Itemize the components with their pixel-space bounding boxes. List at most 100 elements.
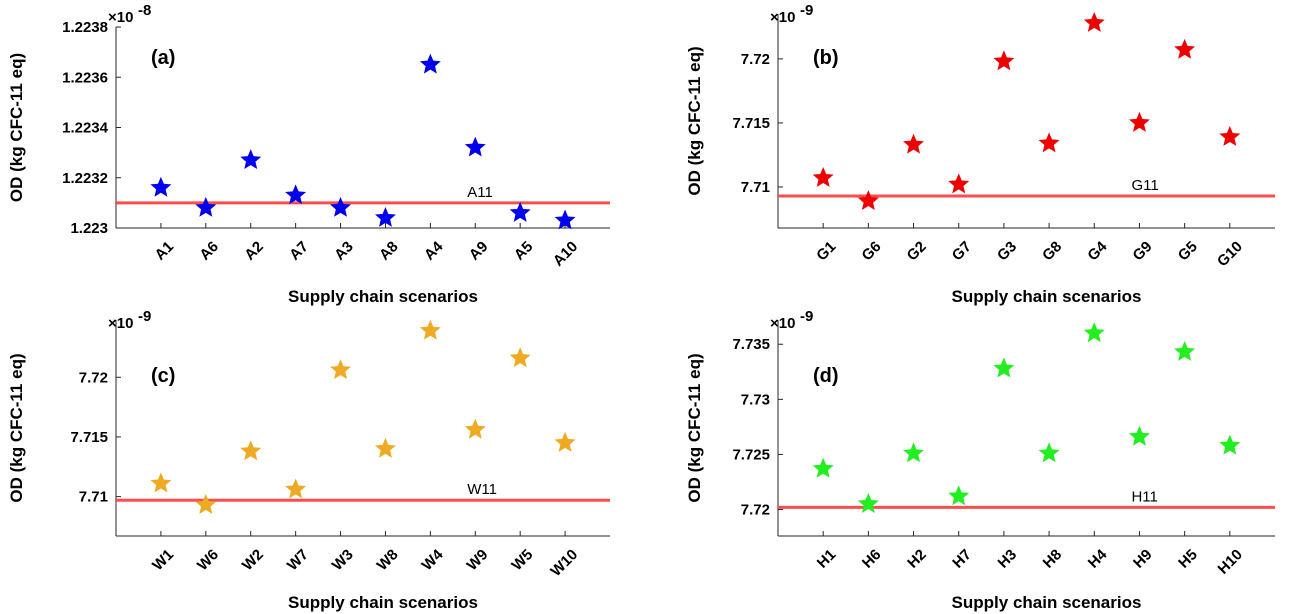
x-tick-label: H1 xyxy=(814,546,840,572)
reference-label: H11 xyxy=(1131,488,1157,505)
data-point-star xyxy=(195,493,217,514)
x-tick-label: H2 xyxy=(904,546,930,572)
panel-label: (c) xyxy=(151,365,175,387)
data-point-star xyxy=(330,359,352,380)
data-point-star xyxy=(948,173,970,194)
x-tick-label: A7 xyxy=(286,238,312,264)
x-tick-label: A2 xyxy=(241,238,267,264)
x-tick-label: H4 xyxy=(1085,546,1111,572)
y-tick-label: 7.71 xyxy=(741,179,770,196)
x-axis-label: Supply chain scenarios xyxy=(952,287,1142,306)
data-point-star xyxy=(285,184,307,205)
y-tick-label: 7.72 xyxy=(741,502,770,519)
y-tick-label: 7.72 xyxy=(741,51,770,68)
x-tick-label: A9 xyxy=(466,238,492,264)
x-tick-label: A5 xyxy=(511,238,537,264)
y-axis-label: OD (kg CFC-11 eq) xyxy=(7,353,26,502)
data-point-star xyxy=(330,196,352,217)
axis-multiplier: ×10 xyxy=(770,315,795,332)
y-tick-label: 7.725 xyxy=(732,446,770,463)
data-point-star xyxy=(419,319,441,340)
data-point-star xyxy=(240,149,262,170)
y-tick-label: 1.223 xyxy=(70,220,108,237)
x-tick-label: G2 xyxy=(904,238,930,264)
y-tick-label: 7.715 xyxy=(732,115,770,132)
x-tick-label: G8 xyxy=(1039,238,1065,264)
x-tick-label: A6 xyxy=(196,238,222,264)
x-tick-label: H6 xyxy=(859,546,885,572)
data-point-star xyxy=(1128,425,1150,446)
axis-multiplier: ×10 xyxy=(108,315,133,332)
data-point-star xyxy=(509,201,531,222)
y-axis-label: OD (kg CFC-11 eq) xyxy=(685,46,704,195)
data-point-star xyxy=(374,437,396,458)
data-point-star xyxy=(554,209,576,230)
data-point-star xyxy=(903,442,925,463)
panel-d: 7.72 7.725 7.73 7.735 H1 H6 H2 H7 H3 H8 H4 H9 H5 H10 H… xyxy=(685,308,1275,612)
x-tick-label: H7 xyxy=(949,546,975,572)
y-axis-label: OD (kg CFC-11 eq) xyxy=(7,53,26,202)
y-tick-label: 1.2234 xyxy=(62,120,109,137)
x-tick-label: W2 xyxy=(239,546,267,574)
data-point-star xyxy=(857,493,879,513)
data-point-star xyxy=(464,136,486,157)
reference-label: W11 xyxy=(467,481,497,498)
x-tick-label: H9 xyxy=(1130,546,1156,572)
x-tick-label: G5 xyxy=(1175,238,1201,264)
data-point-star xyxy=(1219,126,1241,146)
x-tick-label: A3 xyxy=(331,238,357,264)
x-tick-label: G7 xyxy=(949,238,975,264)
data-point-star xyxy=(419,53,441,74)
data-point-star xyxy=(1038,442,1060,463)
x-tick-label: A10 xyxy=(550,238,581,269)
y-tick-label: 7.73 xyxy=(741,391,770,408)
axis-multiplier-exponent: -9 xyxy=(800,308,813,325)
reference-label: A11 xyxy=(467,184,493,201)
x-tick-label: W7 xyxy=(284,546,312,574)
y-tick-label: 1.2238 xyxy=(62,19,108,36)
x-tick-label: G6 xyxy=(858,238,884,264)
data-point-star xyxy=(240,440,262,461)
data-point-star xyxy=(374,206,396,227)
y-tick-label: 7.735 xyxy=(732,336,770,353)
x-tick-label: G10 xyxy=(1214,238,1246,270)
axis-multiplier-exponent: -9 xyxy=(800,2,813,19)
panel-a: 1.223 1.2232 1.2234 1.2236 1.2238 A1 A6 A2 A7 A3 A… xyxy=(7,2,610,306)
x-tick-label: H5 xyxy=(1175,546,1201,572)
data-point-star xyxy=(993,357,1015,378)
x-tick-label: H8 xyxy=(1040,546,1066,572)
panel-label: (a) xyxy=(151,47,175,69)
x-tick-label: W8 xyxy=(374,546,402,574)
data-point-star xyxy=(150,176,172,197)
data-point-star xyxy=(1083,322,1105,343)
y-axis-label: OD (kg CFC-11 eq) xyxy=(685,353,704,502)
data-point-star xyxy=(1219,434,1241,455)
x-axis-label: Supply chain scenarios xyxy=(288,287,478,306)
data-point-star xyxy=(993,50,1015,71)
x-tick-label: W6 xyxy=(194,546,222,574)
data-point-star xyxy=(812,457,834,478)
x-tick-label: G4 xyxy=(1084,238,1111,265)
x-tick-label: W5 xyxy=(508,546,536,574)
data-point-star xyxy=(1174,38,1196,59)
y-tick-label: 7.715 xyxy=(70,429,108,446)
x-tick-label: W4 xyxy=(419,546,447,574)
x-tick-label: G3 xyxy=(994,238,1020,264)
panel-label: (d) xyxy=(813,365,839,387)
x-tick-label: A4 xyxy=(421,238,447,264)
x-axis-label: Supply chain scenarios xyxy=(952,593,1142,612)
y-tick-label: 7.72 xyxy=(79,369,108,386)
panel-b: 7.71 7.715 7.72 G1 G6 G2 G7 G3 G8 G4 G9 G5 G10 G11 (b)… xyxy=(685,2,1275,306)
data-point-star xyxy=(948,485,970,506)
data-point-star xyxy=(1128,111,1150,132)
x-tick-label: A8 xyxy=(376,238,402,264)
x-tick-label: A1 xyxy=(152,238,178,264)
y-tick-label: 1.2232 xyxy=(62,170,108,187)
x-tick-label: W1 xyxy=(149,546,177,574)
data-point-star xyxy=(812,167,834,187)
data-point-star xyxy=(554,431,576,452)
axis-multiplier-exponent: -8 xyxy=(138,2,151,19)
x-tick-label: G1 xyxy=(813,238,839,264)
x-tick-label: W9 xyxy=(464,546,492,574)
